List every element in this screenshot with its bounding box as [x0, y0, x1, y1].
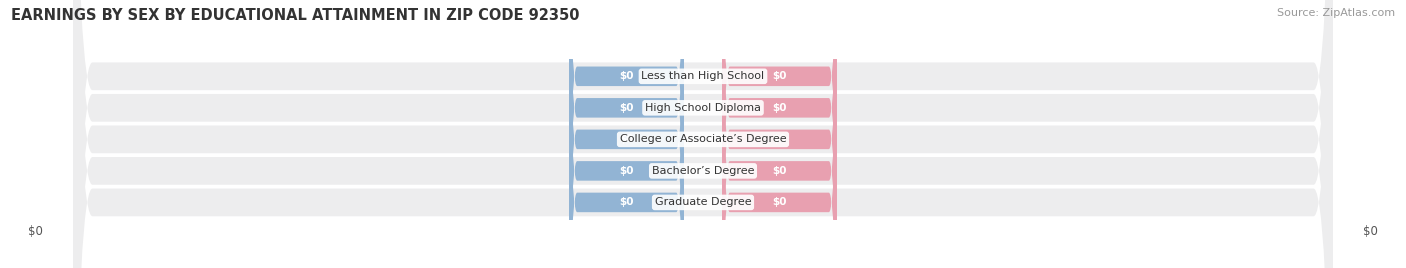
Text: $0: $0 — [620, 134, 634, 144]
FancyBboxPatch shape — [723, 0, 837, 268]
Text: $0: $0 — [620, 198, 634, 207]
Text: Graduate Degree: Graduate Degree — [655, 198, 751, 207]
FancyBboxPatch shape — [569, 0, 683, 268]
Text: $0: $0 — [620, 166, 634, 176]
FancyBboxPatch shape — [723, 0, 837, 268]
Text: $0: $0 — [772, 103, 786, 113]
Text: Bachelor’s Degree: Bachelor’s Degree — [652, 166, 754, 176]
Text: High School Diploma: High School Diploma — [645, 103, 761, 113]
Text: Less than High School: Less than High School — [641, 71, 765, 81]
FancyBboxPatch shape — [723, 0, 837, 268]
FancyBboxPatch shape — [723, 0, 837, 268]
FancyBboxPatch shape — [73, 0, 1333, 268]
Text: $0: $0 — [772, 71, 786, 81]
FancyBboxPatch shape — [569, 0, 683, 268]
FancyBboxPatch shape — [569, 0, 683, 268]
FancyBboxPatch shape — [73, 0, 1333, 268]
FancyBboxPatch shape — [569, 0, 683, 268]
Text: $0: $0 — [772, 134, 786, 144]
FancyBboxPatch shape — [569, 0, 683, 268]
Text: $0: $0 — [620, 71, 634, 81]
FancyBboxPatch shape — [73, 0, 1333, 268]
FancyBboxPatch shape — [73, 0, 1333, 268]
Text: $0: $0 — [620, 103, 634, 113]
Text: Source: ZipAtlas.com: Source: ZipAtlas.com — [1277, 8, 1395, 18]
Text: $0: $0 — [772, 198, 786, 207]
FancyBboxPatch shape — [723, 0, 837, 268]
Text: College or Associate’s Degree: College or Associate’s Degree — [620, 134, 786, 144]
Text: EARNINGS BY SEX BY EDUCATIONAL ATTAINMENT IN ZIP CODE 92350: EARNINGS BY SEX BY EDUCATIONAL ATTAINMEN… — [11, 8, 579, 23]
FancyBboxPatch shape — [73, 0, 1333, 268]
Text: $0: $0 — [772, 166, 786, 176]
